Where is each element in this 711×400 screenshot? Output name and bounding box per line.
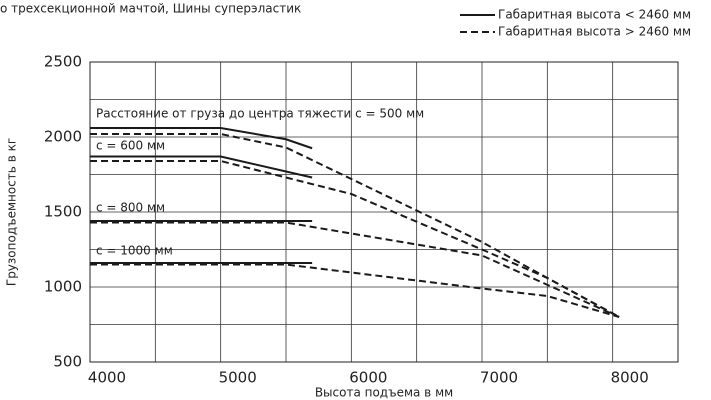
y-tick-label: 2000 bbox=[44, 128, 82, 146]
annotation: с = 600 мм bbox=[96, 139, 165, 153]
y-tick-label: 1500 bbox=[44, 203, 82, 221]
chart-title: о трехсекционной мачтой, Шины суперэласт… bbox=[0, 2, 301, 16]
legend-label: Габаритная высота < 2460 мм bbox=[498, 8, 691, 22]
data-line bbox=[90, 155, 313, 179]
x-tick-label: 4000 bbox=[88, 369, 126, 387]
legend-label: Габаритная высота > 2460 мм bbox=[498, 25, 691, 39]
annotation: Расстояние от груза до центра тяжести с … bbox=[96, 107, 424, 121]
data-line bbox=[90, 263, 620, 318]
x-tick-label: 6000 bbox=[349, 369, 387, 387]
annotation: с = 1000 мм bbox=[96, 244, 173, 258]
x-tick-label: 8000 bbox=[611, 369, 649, 387]
x-axis-label: Высота подъема в мм bbox=[315, 386, 453, 400]
annotation: с = 800 мм bbox=[96, 201, 165, 215]
data-line bbox=[90, 221, 620, 318]
data-line bbox=[90, 127, 313, 150]
y-tick-label: 2500 bbox=[44, 53, 82, 71]
y-axis-label: Грузоподъемность в кг bbox=[5, 138, 19, 286]
x-tick-label: 7000 bbox=[480, 369, 518, 387]
y-tick-label: 500 bbox=[53, 353, 82, 371]
y-tick-label: 1000 bbox=[44, 278, 82, 296]
x-tick-label: 5000 bbox=[219, 369, 257, 387]
data-line bbox=[90, 160, 620, 318]
plot-frame bbox=[89, 61, 679, 363]
